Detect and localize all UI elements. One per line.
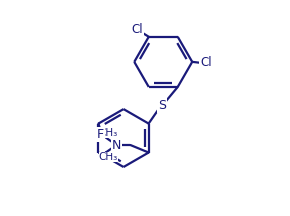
Text: N: N xyxy=(112,138,121,151)
Text: S: S xyxy=(158,99,166,112)
Text: Cl: Cl xyxy=(200,56,212,69)
Text: Cl: Cl xyxy=(131,23,143,36)
Text: CH₃: CH₃ xyxy=(99,152,118,162)
Text: F: F xyxy=(97,128,104,141)
Text: CH₃: CH₃ xyxy=(99,128,118,138)
